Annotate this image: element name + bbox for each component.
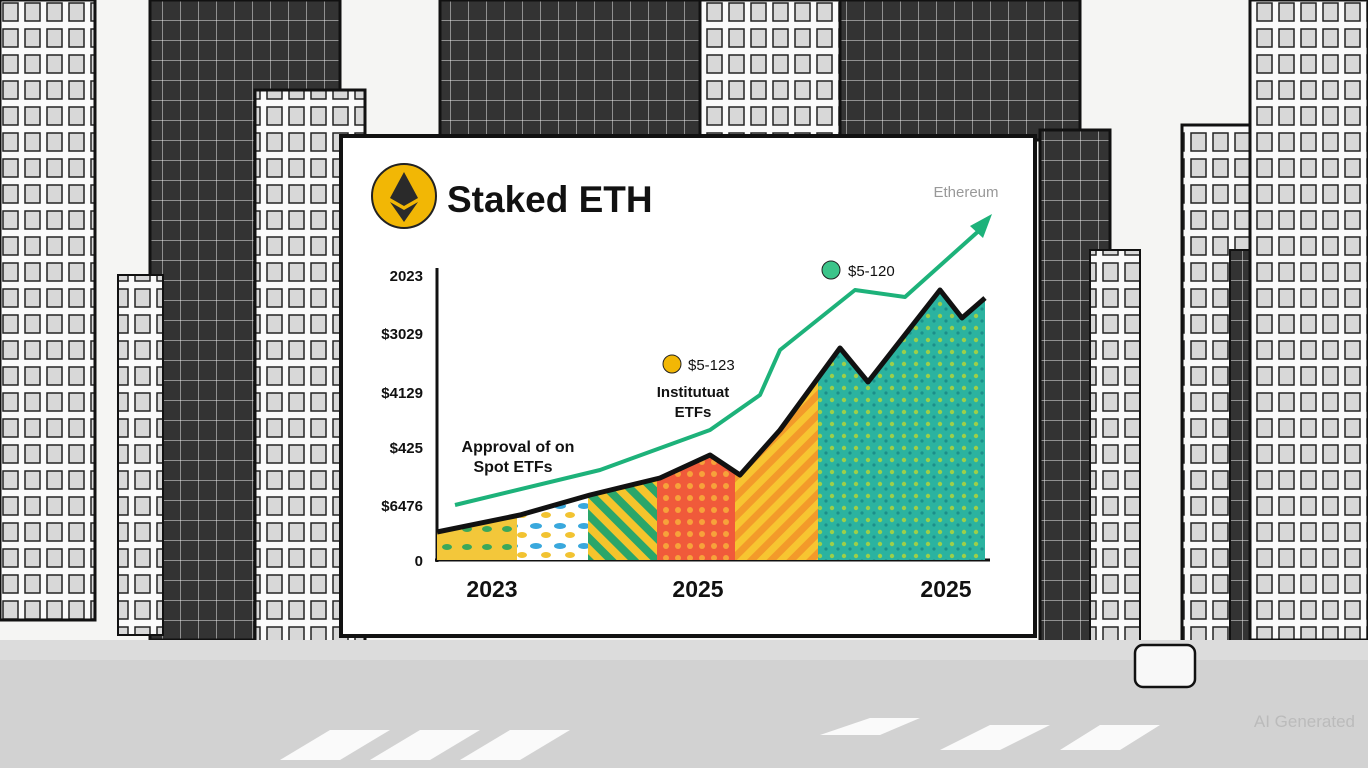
arrow-head [970,214,992,238]
annotation: Approval of on [462,439,575,456]
green-line [454,226,984,507]
brand-label: Ethereum [933,184,998,201]
building [438,0,702,142]
icon [662,354,682,374]
annotation: $5-123 [688,357,735,374]
icon [821,260,841,280]
x-label: 2025 [672,576,723,602]
building [838,0,1082,142]
annotation: ETFs [675,404,712,421]
y-label: $3029 [381,326,423,343]
eth-logo-glyph [390,202,418,222]
y-label: $4129 [381,385,423,402]
x-label: 2023 [466,576,517,602]
annotation: Spot ETFs [473,459,552,476]
black-line [436,287,987,535]
decoration [820,718,920,735]
decoration [1060,725,1160,750]
decoration [370,730,480,760]
building [698,0,842,142]
x-labels: 2023 2025 2025 [466,576,971,602]
y-label: 0 [415,553,423,570]
decoration [280,730,390,760]
title: Staked ETH [447,179,653,220]
billboard: Staked ETH Ethereum 2023 $3029 $4129 $42… [339,134,1037,638]
y-label: $6476 [381,498,423,515]
y-label: $425 [390,440,423,457]
eth-logo-glyph [390,172,418,206]
watermark: AI Generated [1254,712,1355,731]
decoration [940,725,1050,750]
annotation: Institutuat [657,384,730,401]
building [117,274,164,636]
building [1248,0,1368,642]
crosswalk [280,718,1160,760]
annotation: $5-120 [848,263,895,280]
decoration [460,730,570,760]
x-label: 2025 [920,576,971,602]
y-labels: 2023 $3029 $4129 $425 $6476 0 [381,268,423,570]
y-label: 2023 [390,268,423,285]
car [1133,643,1197,689]
building [1089,249,1141,651]
building [0,0,97,622]
